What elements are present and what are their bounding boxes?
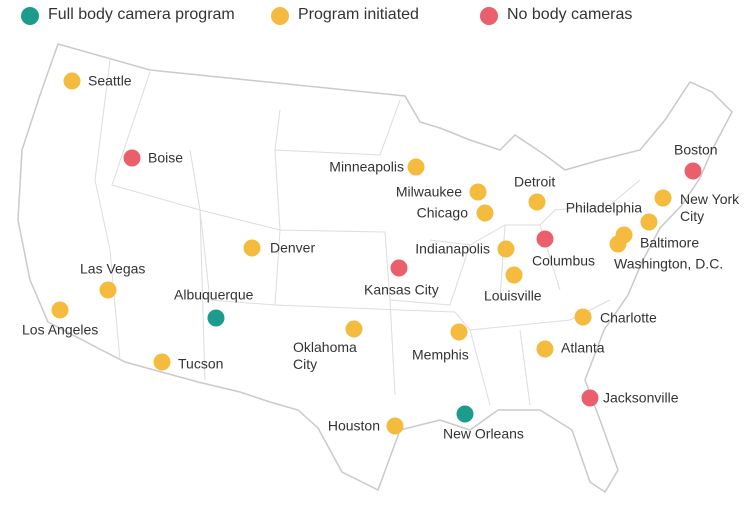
legend-swatch [21, 7, 39, 25]
city-marker [207, 309, 225, 327]
city-marker [51, 301, 69, 319]
city-label: Boise [148, 149, 184, 166]
city-label: Minneapolis [329, 158, 404, 175]
city-marker [99, 281, 117, 299]
city-marker [476, 204, 494, 222]
city-label: New Orleans [443, 425, 524, 442]
city-marker [450, 323, 468, 341]
city-label: Las Vegas [80, 260, 146, 277]
city-label: Columbus [532, 252, 596, 269]
city-marker [684, 162, 702, 180]
city-label: Charlotte [600, 309, 657, 326]
city-marker [123, 149, 141, 167]
city-marker [386, 417, 404, 435]
city-label: Houston [327, 417, 380, 434]
city-label: Jacksonville [603, 389, 679, 406]
city-marker [536, 340, 554, 358]
city-label: Milwaukee [395, 183, 462, 200]
city-label: Washington, D.C. [614, 255, 724, 272]
city-label: Detroit [514, 173, 556, 190]
legend-label: Full body camera program [48, 6, 235, 23]
city-label: Louisville [484, 287, 542, 304]
city-label: Tucson [178, 355, 224, 372]
legend-label: Program initiated [298, 6, 419, 23]
us-outline [17, 43, 733, 494]
city-marker [243, 239, 261, 257]
city-marker [505, 266, 523, 284]
city-label: Atlanta [561, 339, 605, 356]
city-marker [390, 259, 408, 277]
city-marker [153, 353, 171, 371]
city-marker [654, 189, 672, 207]
city-marker [345, 320, 363, 338]
city-marker [581, 389, 599, 407]
legend-swatch [271, 7, 289, 25]
city-label: Los Angeles [22, 321, 99, 338]
city-marker [536, 230, 554, 248]
city-marker [469, 183, 487, 201]
city-label: Albuquerque [174, 286, 254, 303]
city-marker [63, 72, 81, 90]
state-lines [94, 59, 641, 406]
city-marker [407, 158, 425, 176]
city-label: Indianapolis [415, 240, 490, 257]
city-label: Boston [674, 141, 718, 158]
city-marker [574, 308, 592, 326]
city-label: Seattle [88, 72, 132, 89]
city-label: Baltimore [640, 234, 700, 251]
city-label: Oklahoma City [293, 339, 357, 372]
city-marker [497, 240, 515, 258]
city-label: Chicago [416, 204, 468, 221]
city-marker [609, 235, 627, 253]
city-label: Memphis [412, 346, 469, 363]
legend-label: No body cameras [507, 6, 633, 23]
city-label: New York City [680, 191, 740, 224]
city-marker [456, 405, 474, 423]
city-marker [640, 213, 658, 231]
legend-swatch [480, 7, 498, 25]
city-marker [528, 193, 546, 211]
city-label: Philadelphia [565, 199, 642, 216]
city-label: Denver [270, 239, 316, 256]
city-label: Kansas City [364, 281, 439, 298]
